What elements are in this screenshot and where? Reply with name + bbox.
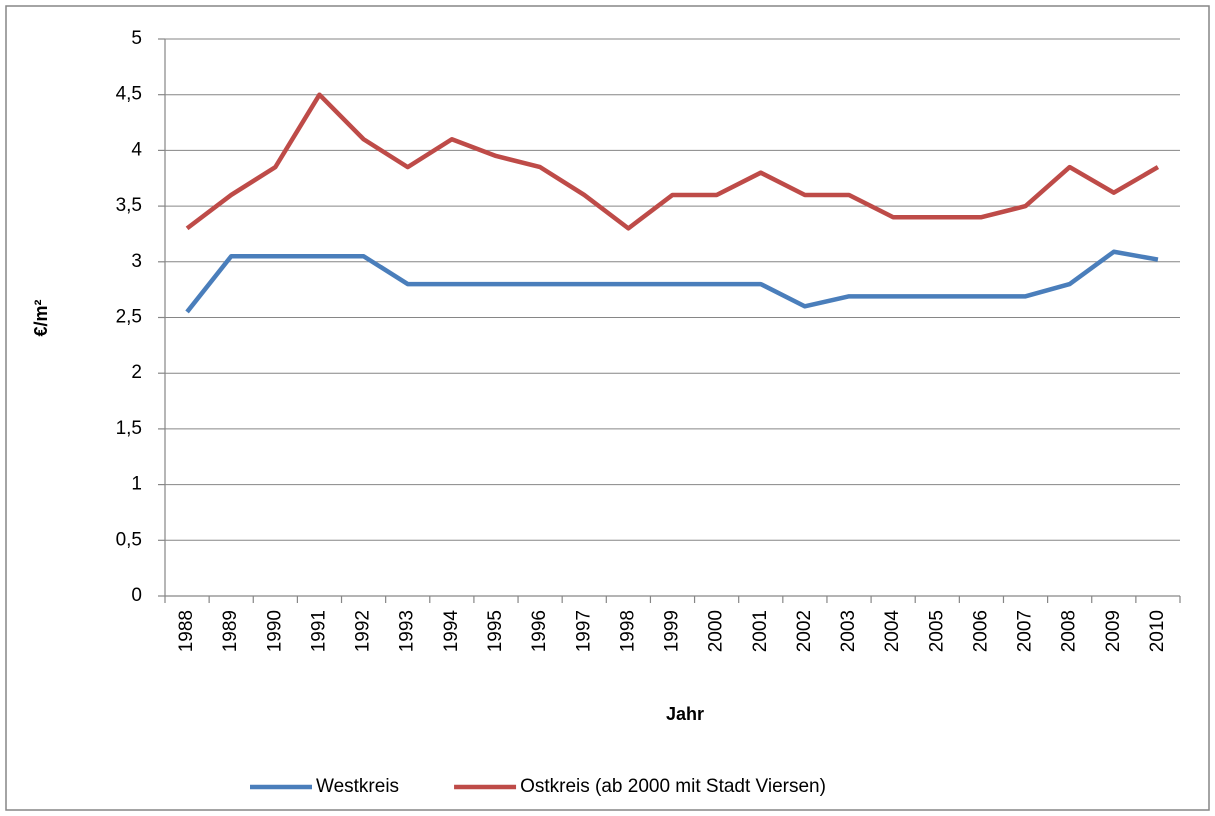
x-tick-label: 1994 — [441, 610, 462, 653]
legend-label: Westkreis — [316, 776, 399, 797]
y-tick-label: 4,5 — [116, 84, 142, 105]
x-tick-label: 1998 — [617, 610, 638, 652]
x-tick-label: 1988 — [176, 610, 197, 652]
x-tick-label: 1997 — [573, 610, 594, 652]
legend-label: Ostkreis (ab 2000 mit Stadt Viersen) — [520, 776, 826, 797]
y-tick-label: 2,5 — [116, 307, 142, 328]
y-tick-label: 0,5 — [116, 529, 142, 550]
x-tick-label: 2005 — [926, 610, 947, 652]
y-tick-label: 0 — [131, 585, 142, 606]
x-tick-label: 1991 — [308, 610, 329, 652]
x-tick-label: 2009 — [1103, 610, 1124, 652]
data-line — [185, 92, 1160, 231]
x-axis-title: Jahr — [666, 704, 704, 724]
x-tick-label: 1999 — [662, 610, 683, 652]
y-axis-title: €/m² — [31, 299, 51, 336]
x-tick-label: 2004 — [882, 610, 903, 653]
x-tick-label: 2008 — [1059, 610, 1080, 652]
x-tick-label: 1996 — [529, 610, 550, 652]
y-tick-label: 5 — [131, 28, 142, 49]
x-tick-label: 1992 — [353, 610, 374, 652]
y-tick-label: 3 — [131, 251, 142, 272]
x-tick-label: 2010 — [1147, 610, 1168, 652]
x-tick-label: 1995 — [485, 610, 506, 652]
data-line — [185, 249, 1159, 314]
x-tick-label: 2001 — [750, 610, 771, 652]
x-tick-label: 2007 — [1015, 610, 1036, 652]
y-tick-label: 3,5 — [116, 195, 142, 216]
x-tick-label: 1989 — [220, 610, 241, 652]
x-tick-label: 1990 — [264, 610, 285, 652]
x-tick-label: 2003 — [838, 610, 859, 652]
y-tick-label: 1 — [131, 474, 142, 495]
x-tick-label: 2002 — [794, 610, 815, 652]
chart-border — [5, 5, 1210, 811]
x-tick-label: 2000 — [706, 610, 727, 652]
y-tick-label: 4 — [131, 139, 142, 160]
y-tick-label: 2 — [131, 362, 142, 383]
x-tick-label: 1993 — [397, 610, 418, 652]
y-tick-label: 1,5 — [116, 418, 142, 439]
x-tick-label: 2006 — [970, 610, 991, 652]
